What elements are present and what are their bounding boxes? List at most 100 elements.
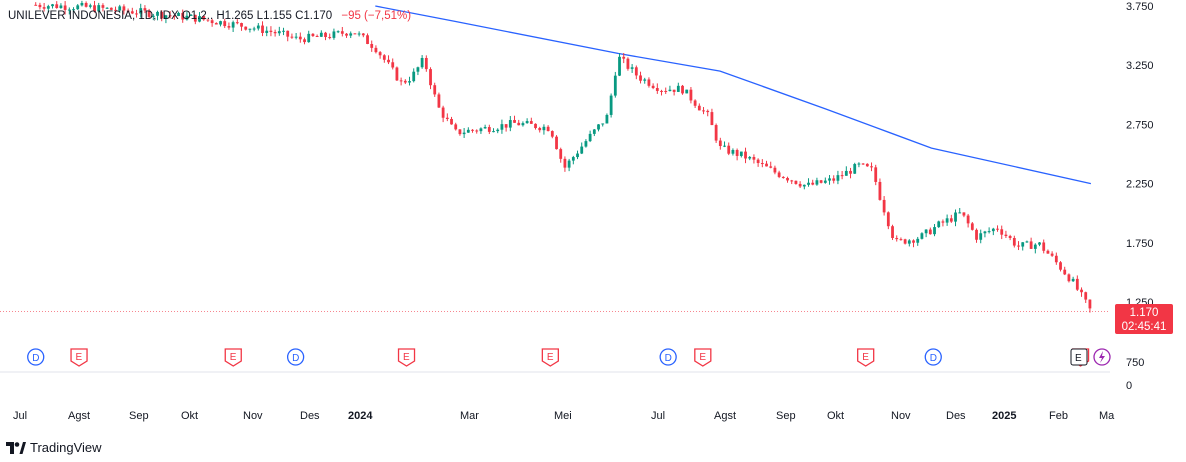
candle-body [437,94,441,108]
candle-body [798,183,802,187]
candle-body [42,7,46,9]
candle-body [916,238,920,243]
candle-body [571,157,575,161]
candle-body [601,123,605,125]
y-tick-label: 1.750 [1126,238,1154,250]
candle-body [773,167,777,173]
candle-body [618,56,621,76]
x-tick-label: Jul [13,410,27,422]
candle-body [676,85,680,92]
candle-body [1084,292,1088,300]
earnings-icon-label: E [76,352,83,363]
candle-body [723,145,726,147]
candle-body [983,231,987,234]
candle-body [479,128,483,132]
candle-body [1025,241,1029,243]
earnings-icon-label: E [862,352,869,363]
candle-body [756,159,760,164]
earnings-icon [541,348,559,367]
candle-body [324,32,327,38]
candle-body [97,5,101,12]
dividend-icon [286,348,305,366]
candle-body [303,39,306,43]
candle-body [878,181,882,200]
candle-body [387,59,390,63]
candle-body [336,31,340,33]
candle-body [1075,278,1079,290]
candle-body [51,4,54,7]
candle-body [622,56,626,59]
candle-body [605,114,609,124]
candle-body [1004,234,1008,236]
x-tick-label: Jul [651,410,665,422]
candle-body [361,33,365,36]
candle-body [345,33,348,36]
candle-body [664,90,668,92]
candle-body [555,136,558,150]
candle-body [811,182,815,185]
candle-body [135,13,138,15]
candle-body [874,167,878,182]
candle-body [492,131,495,133]
candle-body [1042,242,1046,251]
candle-body [697,105,701,111]
candle-body [924,229,928,234]
candle-body [597,124,600,130]
candle-body [76,5,80,10]
candle-body [147,10,151,17]
candle-body [903,239,907,244]
candle-body [630,67,634,69]
candle-body [118,6,122,11]
candle-body [1080,289,1083,293]
candle-body [193,14,197,22]
candle-body [227,26,231,28]
candle-body [244,26,248,30]
candle-body [819,180,823,183]
tradingview-logo[interactable]: TradingView [6,440,102,455]
candle-body [319,32,323,37]
candle-body [160,11,164,19]
candle-body [210,20,214,24]
x-tick-label: Des [300,410,320,422]
candle-body [429,69,432,86]
x-tick-label: Mei [554,410,572,422]
candle-body [332,31,336,38]
candle-body [130,11,134,14]
candle-body [471,129,474,131]
candle-body [139,8,143,14]
candle-body [966,215,970,224]
candle-body [382,55,386,60]
bar-countdown: 02:45:41 [1121,321,1167,333]
candle-body [517,122,521,126]
high-value: H1.265 [216,10,254,22]
candle-body [403,80,407,83]
candle-body [882,199,886,213]
candle-body [1029,241,1033,249]
candle-body [143,8,147,11]
candle-body [277,31,281,34]
x-tick-label: Sep [776,410,796,422]
candle-body [714,125,718,141]
candle-body [525,121,529,124]
candle-body [928,229,932,235]
candle-body [962,212,966,216]
x-tick-label: Ma [1099,410,1115,422]
earnings-icon [857,348,875,367]
candle-body [416,67,420,72]
candle-body [1012,238,1016,246]
dividend-icon-label: D [32,353,39,364]
candle-body [592,129,596,134]
x-tick-label: Feb [1049,410,1068,422]
dividend-icon-label: D [292,353,299,364]
candle-body [483,127,487,129]
candle-body [987,231,991,233]
candle-body [370,43,374,48]
candle-body [895,237,899,240]
candle-body [156,11,159,16]
low-value: L1.155 [256,10,292,22]
candle-body [849,170,852,174]
symbol-name: UNILEVER INDONESIA [8,10,132,22]
candle-body [223,21,227,27]
candle-body [731,149,735,154]
